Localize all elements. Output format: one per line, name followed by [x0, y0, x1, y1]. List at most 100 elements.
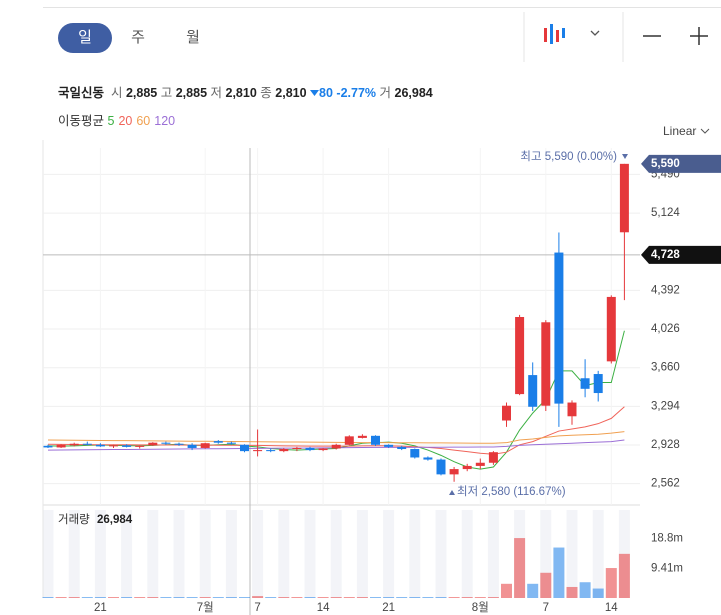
volume-bar [474, 597, 486, 598]
scale-label: Linear [663, 124, 697, 138]
volume-now: 26,984 [97, 514, 133, 526]
volume-bar [566, 586, 578, 598]
tab-day[interactable]: 일 [58, 23, 112, 53]
volume-bar [356, 597, 368, 598]
volume-bar [330, 597, 342, 598]
volume-stripe [356, 510, 368, 598]
candle-body [462, 465, 472, 470]
candle-body [187, 444, 197, 448]
high-marker [622, 154, 628, 159]
y-tick-label: 5,124 [651, 207, 680, 219]
x-tick-label: 21 [382, 602, 395, 614]
volume-bar [540, 572, 552, 598]
zoom-in[interactable] [690, 27, 708, 45]
volume-bar [343, 597, 355, 598]
volume-bar [42, 597, 54, 598]
candle-body [69, 443, 79, 446]
volume-bar [592, 588, 604, 598]
value: 2,810 [275, 86, 307, 100]
volume-bar [396, 597, 408, 598]
candle-body [384, 444, 394, 447]
volume-stripe [566, 510, 578, 598]
volume-bar [212, 597, 224, 598]
chart-type-button[interactable] [544, 24, 600, 44]
volume-stripe [225, 510, 237, 598]
candle-body [82, 443, 92, 445]
candle-body [43, 445, 53, 448]
candle-body [266, 450, 276, 452]
volume-bar [252, 596, 264, 598]
x-tick-label: 14 [317, 602, 330, 614]
candle-body [619, 163, 629, 233]
volume-bar [225, 597, 237, 598]
tab-week[interactable]: 주 [131, 29, 145, 46]
tab-month[interactable]: 월 [186, 29, 200, 46]
volume-bar [81, 597, 93, 598]
stock-name: 국일신동 [58, 86, 105, 100]
volume-stripe [173, 510, 185, 598]
candle-body [567, 402, 577, 417]
candle-body [56, 444, 66, 448]
volume-bar [121, 597, 133, 598]
x-tick-label: 21 [94, 602, 107, 614]
volume-bar [134, 597, 146, 598]
value: 2,885 [175, 86, 208, 100]
candle-body [449, 469, 459, 475]
volume-stripe [278, 510, 290, 598]
candle-body [240, 444, 249, 452]
ma-items: 5 20 60 120 [108, 114, 180, 128]
candle-body [488, 452, 498, 463]
top-border [43, 7, 721, 8]
volume-stripe [540, 510, 552, 598]
volume-bar [618, 553, 630, 598]
y-tick-label: 4,026 [651, 323, 680, 335]
volume-bar [501, 583, 512, 598]
volume-bar [370, 597, 381, 598]
candle-body [135, 445, 145, 447]
low-marker [449, 490, 455, 495]
value: 26,984 [394, 86, 433, 100]
candle-body [606, 296, 616, 362]
volume-stripe [252, 510, 264, 598]
volume-stripe [409, 510, 421, 598]
x-tick-label: 14 [605, 602, 618, 614]
candle-body [541, 322, 551, 406]
volume-stripe [121, 510, 133, 598]
candle-body [554, 252, 564, 404]
candle-body [436, 459, 446, 475]
price-tag [641, 245, 721, 264]
volume-stripe [304, 510, 316, 598]
candle-body [593, 374, 603, 394]
candle-body [502, 405, 511, 421]
candle-body [213, 441, 223, 443]
volume-bar [55, 597, 67, 598]
quote-line: 국일신동 시 2,885 고 2,885 저 2,810 종 2,810 80 … [58, 82, 433, 101]
candle-body [161, 442, 171, 444]
volume-tick-label: 18.8m [651, 533, 683, 545]
ma-line [47, 431, 625, 444]
candle-body [122, 445, 132, 447]
volume-stripe [147, 510, 159, 598]
volume-bar [579, 582, 591, 598]
volume-stripe [330, 510, 342, 598]
down-arrow [310, 90, 320, 96]
price-tag-label: 4,728 [651, 249, 680, 261]
volume-bar [605, 568, 617, 598]
candle-body [357, 435, 367, 438]
label: 시 [110, 86, 123, 100]
volume-tick-label: 9.41m [651, 562, 683, 574]
volume-bar [448, 597, 460, 598]
candle-body [305, 447, 315, 451]
ma-item: 20 [118, 114, 133, 128]
candle-body [318, 448, 328, 451]
volume-stripe [42, 510, 54, 598]
ma-label: 이동평균 [58, 114, 105, 128]
price-tag-label: 5,590 [651, 158, 680, 170]
candle-body [410, 449, 420, 458]
volume-bar [186, 597, 198, 598]
volume-bar [383, 597, 395, 598]
x-tick-label: 8월 [472, 601, 489, 614]
volume-bar [435, 597, 447, 598]
scale-toggle[interactable]: Linear [663, 124, 710, 138]
volume-bar [265, 597, 277, 598]
